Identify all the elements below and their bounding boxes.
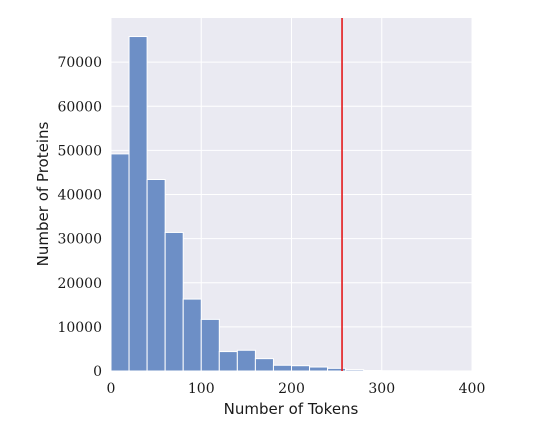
y-axis-label: Number of Proteins <box>34 121 52 266</box>
histogram-bar <box>218 351 238 372</box>
histogram-bar <box>164 231 184 372</box>
y-tick-label: 60000 <box>57 99 102 115</box>
y-tick-label: 0 <box>93 364 102 380</box>
y-tick-label: 70000 <box>57 55 102 71</box>
histogram-bar <box>309 366 329 372</box>
y-tick-label: 10000 <box>57 320 102 336</box>
histogram-bar <box>182 298 202 372</box>
x-tick-label: 0 <box>107 381 116 397</box>
histogram-bar <box>254 358 274 372</box>
histogram-bar <box>236 349 256 372</box>
x-tick-label: 100 <box>188 381 215 397</box>
histogram-bar <box>146 178 166 372</box>
histogram-bar <box>110 153 130 372</box>
histogram-bar <box>363 369 383 372</box>
histogram-bar <box>272 364 293 372</box>
histogram-bars <box>110 36 473 372</box>
y-axis-ticks: 0 10000 20000 30000 40000 50000 60000 70000 <box>57 55 102 380</box>
x-axis-label: Number of Tokens <box>224 400 359 418</box>
y-tick-label: 40000 <box>57 188 102 204</box>
x-tick-label: 400 <box>459 381 486 397</box>
y-tick-label: 30000 <box>57 232 102 248</box>
x-tick-label: 300 <box>368 381 395 397</box>
histogram-bar <box>128 36 148 372</box>
histogram-bar <box>345 369 365 372</box>
histogram-bar <box>327 367 347 372</box>
y-tick-label: 50000 <box>57 143 102 159</box>
y-tick-label: 20000 <box>57 276 102 292</box>
histogram-bar <box>200 318 220 372</box>
histogram-bar <box>291 365 311 372</box>
x-tick-label: 200 <box>278 381 305 397</box>
x-axis-ticks: 0 100 200 300 400 <box>107 381 486 397</box>
